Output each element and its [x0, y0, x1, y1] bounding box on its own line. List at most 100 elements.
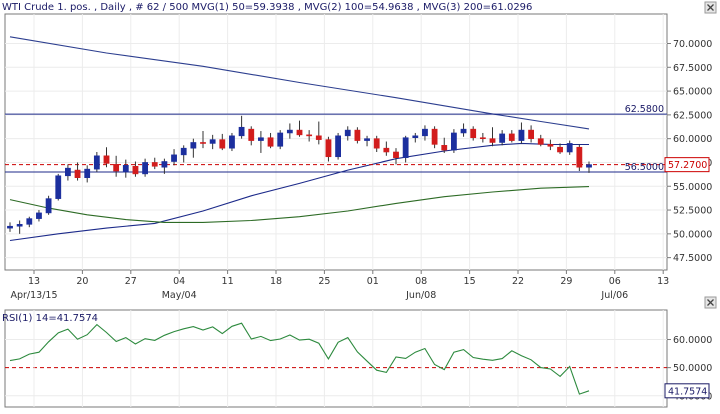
candle — [431, 126, 438, 149]
candle-body — [537, 138, 544, 145]
candle-body — [219, 139, 226, 149]
candle — [537, 134, 544, 147]
candle-body — [518, 129, 525, 141]
rsi-last-box — [664, 383, 710, 399]
candle-body — [7, 225, 13, 229]
candle — [460, 123, 467, 137]
candle-body — [373, 138, 380, 149]
candle-body — [267, 137, 274, 147]
candle — [248, 126, 255, 146]
candle-body — [528, 129, 534, 139]
candle-body — [229, 135, 235, 149]
candle-body — [142, 162, 148, 175]
candle — [267, 132, 274, 149]
candle-body — [161, 161, 168, 168]
candle-body — [344, 129, 351, 137]
candle-body — [180, 147, 187, 156]
candle-body — [122, 165, 129, 173]
resistance-label-text: 62.5800 — [625, 104, 664, 115]
candle-body — [325, 139, 332, 158]
candle-body — [257, 137, 264, 141]
candles — [7, 115, 592, 234]
rsi-plot-area — [4, 309, 668, 408]
candle — [286, 123, 293, 139]
candle-body — [460, 128, 467, 134]
price-y-tick-label: 55.0000 — [673, 182, 712, 193]
candle — [180, 145, 187, 163]
candle-body — [470, 128, 477, 139]
candle — [576, 144, 583, 172]
candle-body — [479, 137, 486, 140]
candle — [132, 161, 139, 177]
x-month-label: Jun/08 — [405, 290, 436, 301]
candle — [470, 126, 477, 141]
x-tick-label: 13 — [657, 276, 669, 287]
candle — [113, 155, 120, 177]
last-price-label-box — [664, 157, 710, 173]
candle — [200, 131, 206, 149]
x-tick-label: 27 — [125, 276, 137, 287]
x-axis-ticks: 13 20 27 04 11 18 25 01 08 15 22 29 06 13 Apr/13/15 May… — [10, 270, 669, 301]
candle-body — [402, 137, 409, 159]
close-icon-rsi[interactable] — [704, 296, 717, 309]
candle — [74, 162, 81, 181]
x-tick-label: 04 — [173, 276, 185, 287]
candle — [479, 132, 486, 143]
candle-body — [547, 144, 554, 147]
candle-body — [248, 128, 255, 141]
candle — [65, 164, 71, 181]
price-y-tick-label: 47.5000 — [673, 253, 712, 264]
candle-body — [45, 198, 52, 214]
candle — [586, 161, 592, 173]
ma100-line — [9, 186, 590, 223]
candle-body — [151, 162, 158, 167]
candle — [393, 148, 399, 165]
candle — [489, 127, 496, 147]
x-tick-label: 08 — [415, 276, 427, 287]
rsi-last-label: 41.7574 — [664, 383, 710, 399]
candle-body — [103, 155, 110, 164]
candle-body — [171, 154, 177, 162]
price-indicator-lines — [5, 36, 667, 242]
candle — [422, 125, 428, 141]
candle — [36, 210, 42, 222]
candle — [450, 129, 457, 153]
ma50-line — [9, 142, 590, 242]
price-y-tick-label: 70.0000 — [673, 39, 712, 50]
price-y-tick-label: 62.5000 — [673, 110, 712, 121]
candle-body — [508, 133, 515, 141]
x-tick-label: 06 — [609, 276, 621, 287]
candle — [412, 132, 419, 143]
candle-body — [393, 151, 399, 159]
x-tick-label: 01 — [367, 276, 379, 287]
candle — [354, 127, 361, 144]
rsi-gridlines — [5, 310, 667, 407]
rsi-y-tick-label: 50.0000 — [673, 363, 712, 374]
candle — [171, 149, 177, 166]
candle-body — [489, 138, 496, 143]
candle — [257, 131, 264, 153]
x-tick-label: 25 — [318, 276, 330, 287]
rsi-y-tick-label: 60.0000 — [673, 335, 712, 346]
candle-body — [74, 169, 81, 178]
price-gridlines — [5, 14, 667, 270]
candle — [219, 133, 226, 151]
price-level-labels: 62.5800 56.5000 57.2700 — [625, 104, 710, 173]
price-panel: 70.000067.500065.000062.500060.000057.50… — [2, 1, 717, 301]
x-tick-label: 20 — [76, 276, 88, 287]
candle-body — [422, 128, 428, 137]
candle — [557, 143, 563, 154]
candle-body — [306, 134, 313, 137]
candle-body — [286, 129, 293, 134]
candle — [315, 121, 322, 145]
candle — [373, 135, 380, 152]
candle-body — [441, 145, 448, 151]
x-month-label: Apr/13/15 — [10, 290, 57, 301]
candle-body — [383, 147, 390, 153]
candle — [566, 140, 573, 155]
rsi-last-text: 41.7574 — [668, 386, 707, 397]
x-tick-label: 22 — [512, 276, 524, 287]
close-icon[interactable] — [704, 1, 717, 14]
